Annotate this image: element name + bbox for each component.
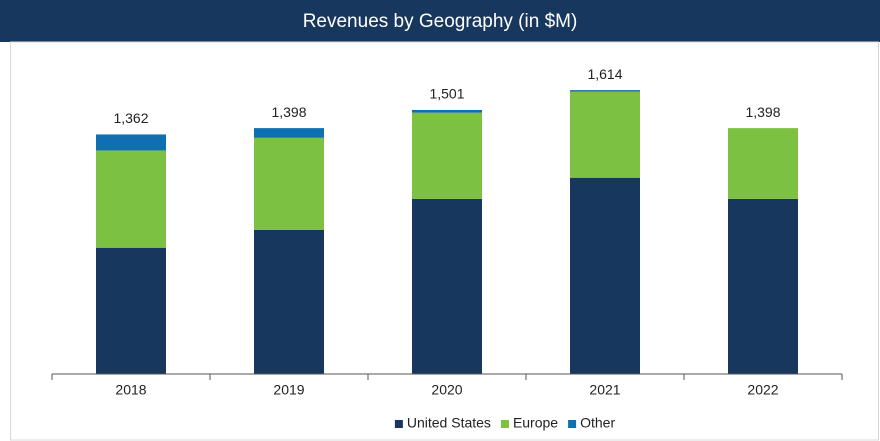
bar-segment [254,137,324,230]
bar-segment [570,90,640,92]
bar-segment [570,91,640,178]
x-tick-label: 2018 [115,382,146,398]
title-bar [0,0,880,42]
total-label: 1,501 [429,86,464,102]
bar-segment [728,128,798,199]
bar-segment [254,128,324,138]
frame [10,41,879,441]
x-tick-label: 2020 [431,382,462,398]
total-label: 1,398 [271,104,306,120]
bar-segment [96,134,166,151]
bar-segment [412,112,482,199]
total-label: 1,398 [745,104,780,120]
total-label: 1,614 [587,66,622,82]
bar-segment [96,150,166,248]
total-label: 1,362 [113,110,148,126]
bar-segment [96,247,166,374]
bar-segment [412,110,482,113]
x-tick-label: 2019 [273,382,304,398]
x-tick-label: 2022 [747,382,778,398]
bar-segment [728,198,798,374]
x-tick-label: 2021 [589,382,620,398]
bar-segment [254,229,324,374]
bar-segment [570,177,640,374]
legend-swatch [500,420,509,428]
legend-swatch [394,420,403,428]
legend-swatch [568,420,577,428]
legend-label: Europe [513,415,558,431]
legend-label: Other [580,415,615,431]
chart-title: Revenues by Geography (in $M) [303,11,578,32]
legend-label: United States [407,415,491,431]
bar-segment [412,198,482,374]
